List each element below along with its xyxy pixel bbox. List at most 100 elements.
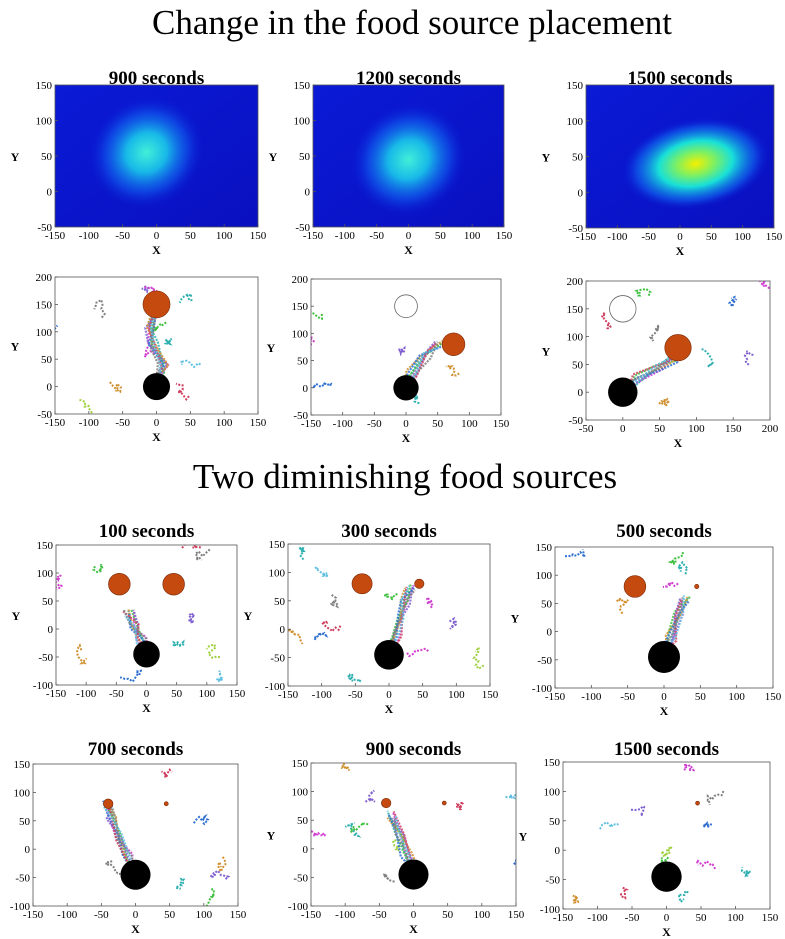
x-tick-label: -50 [109,688,124,700]
y-tick-label: -100 [540,904,561,916]
x-tick-label: -100 [587,912,608,924]
y-tick-label: 100 [567,116,584,128]
x-tick-label: 100 [728,691,745,703]
ant-track [172,877,186,890]
ant-track [662,579,679,588]
nest [120,859,151,890]
x-tick-label: 0 [386,689,392,701]
y-tick-label: 0 [48,624,54,636]
x-tick-label: 0 [154,417,160,429]
y-tick-label: 0 [578,387,584,399]
x-tick-label: 50 [164,909,176,921]
x-tick-label: 0 [144,688,150,700]
ant-trail [128,613,153,653]
y-tick-label: -50 [537,655,552,667]
plot-area [586,281,770,420]
ant-track [312,381,333,389]
y-tick-label: 100 [567,332,584,344]
x-tick-label: 50 [442,909,454,921]
x-tick-label: 50 [417,689,429,701]
nest [393,375,419,401]
y-tick-label: 50 [42,596,54,608]
x-tick-label: 100 [216,230,233,242]
x-tick-label: -50 [620,691,635,703]
x-tick-label: 150 [725,423,742,435]
heat-hotspot [350,102,467,217]
x-tick-label: -100 [333,418,354,430]
ant-track [192,813,210,826]
x-tick-label: -100 [57,909,78,921]
section-title-diminishing: Two diminishing food sources [193,457,617,496]
ant-track [313,631,329,641]
y-tick-label: -50 [38,652,53,664]
x-tick-label: -150 [23,909,44,921]
x-tick-label: -100 [79,417,100,429]
panel-title: 1200 seconds [356,68,461,89]
y-tick-label: 50 [41,151,53,163]
y-tick-label: -50 [568,415,583,427]
ant-track [340,763,351,772]
y-tick-label: 150 [567,304,584,316]
ant-track [349,822,369,833]
y-tick-label: 0 [547,627,553,639]
x-tick-label: 100 [448,689,465,701]
heat-hotspot [621,117,770,210]
x-tick-label: 100 [461,418,478,430]
x-axis-label: X [131,922,140,936]
ant-track [205,887,216,906]
plot-area [313,85,504,227]
ant-track [216,856,227,874]
food-source [664,334,692,362]
nest [651,861,682,892]
food-source [103,798,114,809]
ant-track [109,381,122,394]
x-tick-label: 150 [250,230,267,242]
y-tick-label: -100 [10,901,31,913]
ant-track [181,545,203,549]
x-tick-label: -100 [79,230,100,242]
ant-trail [394,815,413,874]
y-axis-label: Y [267,341,276,355]
x-tick-label: 150 [229,688,246,700]
y-axis-label: Y [11,340,20,354]
y-tick-label: 150 [536,542,553,554]
y-tick-label: -50 [545,875,560,887]
ant-track [424,595,435,609]
x-tick-label: 50 [171,688,183,700]
panel-11: 900 seconds-150 -100 -50 0 50 100 150-100-5005… [267,739,525,936]
food-source [381,797,392,809]
x-tick-label: -50 [367,418,382,430]
x-tick-label: 0 [664,912,670,924]
ant-track [141,284,149,294]
y-tick-label: 200 [567,276,584,288]
nest [608,377,638,407]
ant-track [727,295,738,308]
x-tick-label: -150 [553,912,574,924]
y-tick-label: -50 [293,410,308,422]
y-tick-label: 100 [37,568,54,580]
x-tick-label: -50 [94,909,109,921]
ant-track [298,546,306,561]
ant-track [695,859,717,870]
ant-track [105,860,121,875]
y-tick-label: -100 [288,901,309,913]
food-source [351,573,373,595]
y-tick-label: 50 [297,356,309,368]
x-tick-label: 50 [696,912,708,924]
panel-title: 1500 seconds [614,739,719,760]
y-tick-label: -50 [15,873,30,885]
ant-track [161,768,173,779]
plot-area [555,547,773,688]
y-tick-label: 100 [36,116,53,128]
heat-hotspot [87,95,205,210]
x-tick-label: -50 [369,230,384,242]
x-axis-label: X [404,243,413,257]
ant-track [658,397,672,407]
x-tick-label: -50 [115,230,130,242]
x-tick-label: -50 [579,423,594,435]
nest [398,859,429,890]
y-tick-label: -50 [293,872,308,884]
x-tick-label: -50 [115,417,130,429]
x-tick-label: 100 [727,912,744,924]
x-tick-label: 50 [432,418,444,430]
